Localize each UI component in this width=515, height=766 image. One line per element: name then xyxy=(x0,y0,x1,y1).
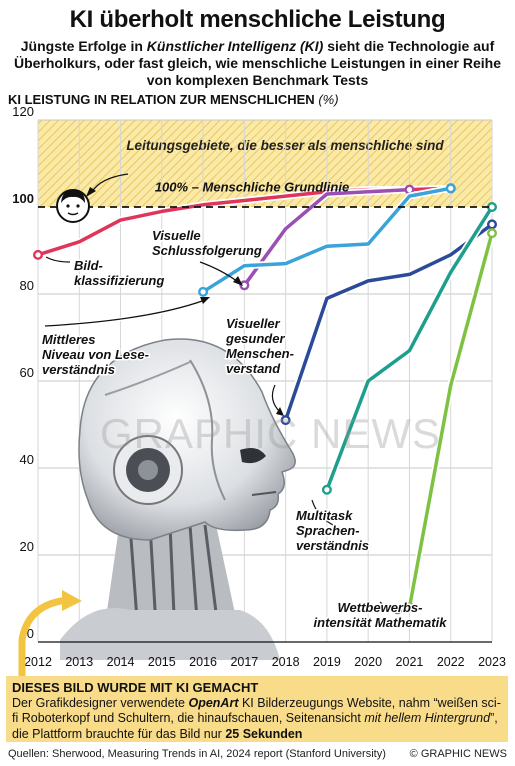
annotations xyxy=(44,173,403,615)
series-label-0: Bild-klassifizierung xyxy=(74,258,164,288)
series-line-3 xyxy=(283,222,494,422)
ai-text-4: ”, die Plattform brauchte für das Bild n… xyxy=(12,711,498,741)
x-tick-label: 2016 xyxy=(189,655,217,669)
series-label-line: Mittleres xyxy=(42,332,95,347)
x-tick-label: 2015 xyxy=(148,655,176,669)
series-end-marker-5 xyxy=(487,228,498,239)
y-tick-label: 20 xyxy=(20,539,34,554)
series-start-marker-5 xyxy=(404,602,415,613)
chart-label: KI LEISTUNG IN RELATION ZUR MENSCHLICHEN… xyxy=(8,92,339,107)
ai-text-2: KI Bilderzeugungs Website, nahm “weißen … xyxy=(12,695,501,726)
ai-info-box: DIESES BILD WURDE MIT KI GEMACHT Der Gra… xyxy=(6,676,508,742)
series-label-line: Visueller xyxy=(226,316,281,331)
series-start-marker-1 xyxy=(239,280,250,291)
series-label-line: Bild- xyxy=(74,258,103,273)
y-tick-label: 0 xyxy=(27,626,34,641)
series-label-line: Menschen- xyxy=(226,346,294,361)
x-tick-label: 2014 xyxy=(107,655,135,669)
subtitle: Jüngste Erfolge in Künstlicher Intellige… xyxy=(10,38,505,89)
chart-label-unit: (%) xyxy=(318,92,339,107)
series-line-5 xyxy=(407,231,494,609)
series-label-3: Visueller gesunder Menschen-verstand xyxy=(225,316,294,376)
series-label-line: Multitask xyxy=(296,508,353,523)
series-label-line: Niveau von Lese- xyxy=(42,347,149,362)
series-end-marker-3 xyxy=(487,219,498,230)
series-label-5: Wettbewerbs-intensität Mathematik xyxy=(314,600,448,630)
page-title: KI überholt menschliche Leistung xyxy=(69,6,446,33)
ai-info-heading: DIESES BILD WURDE MIT KI GEMACHT xyxy=(12,680,259,695)
series-start-marker-2 xyxy=(198,286,209,297)
series-end-marker-2 xyxy=(445,183,456,194)
chart-label-main: KI LEISTUNG IN RELATION ZUR MENSCHLICHEN xyxy=(8,92,315,107)
series-line-1 xyxy=(242,187,412,288)
x-tick-label: 2013 xyxy=(65,655,93,669)
x-tick-label: 2019 xyxy=(313,655,341,669)
openart-name: OpenArt xyxy=(188,695,239,710)
series-label-line: Schlussfolgerung xyxy=(152,243,262,258)
human-baseline: 100% – Menschliche Grundlinie xyxy=(38,180,492,208)
copyright: © GRAPHIC NEWS xyxy=(409,748,507,760)
series-label-line: verständnis xyxy=(296,538,369,553)
arrow-head xyxy=(62,590,82,611)
ai-info-text: Der Grafikdesigner verwendete OpenArt KI… xyxy=(12,696,502,743)
series-label-line: Wettbewerbs- xyxy=(338,600,423,615)
ai-text-5: 25 Sekunden xyxy=(225,726,303,741)
series-line-2 xyxy=(201,186,453,294)
series-label-1: Visuelle Schlussfolgerung xyxy=(152,228,262,258)
ai-text-3: mit hellem Hintergrund xyxy=(364,711,491,725)
y-tick-label: 120 xyxy=(12,104,34,119)
series-start-marker-0 xyxy=(33,249,44,260)
series-lines xyxy=(33,183,498,613)
chart: Leitungsgebiete, die besser als menschli… xyxy=(12,104,506,676)
axes: 0 20 40 60 80 100 120 2012 2013 2014 2015 2016 2017 2… xyxy=(12,104,506,669)
series-start-marker-4 xyxy=(321,484,332,495)
series-label-line: klassifizierung xyxy=(74,273,164,288)
human-face-icon xyxy=(56,189,90,223)
subtitle-part2: sieht die Technologie auf Überholkurs, o… xyxy=(13,38,501,88)
x-tick-label: 2017 xyxy=(230,655,258,669)
y-tick-label: 100 xyxy=(12,191,34,206)
y-tick-label: 80 xyxy=(20,278,34,293)
series-label-line: gesunder xyxy=(225,331,285,346)
x-tick-label: 2020 xyxy=(354,655,382,669)
arrow-into-footer xyxy=(18,596,69,676)
series-label-line: Sprachen- xyxy=(296,523,360,538)
subtitle-emphasis: Künstlicher Intelligenz (KI) xyxy=(146,38,324,54)
series-label-line: intensität Mathematik xyxy=(314,615,448,630)
y-tick-label: 40 xyxy=(20,452,34,467)
x-tick-label: 2012 xyxy=(24,655,52,669)
series-label-2: Mittleres Niveau von Lese-verständnis xyxy=(42,332,149,377)
series-label-line: Visuelle xyxy=(152,228,201,243)
x-tick-label: 2018 xyxy=(272,655,300,669)
x-tick-label: 2023 xyxy=(478,655,506,669)
baseline-label: 100% – Menschliche Grundlinie xyxy=(155,180,349,195)
x-tick-label: 2021 xyxy=(396,655,424,669)
series-line-4 xyxy=(325,205,494,492)
y-tick-label: 60 xyxy=(20,365,34,380)
ai-text-1: Der Grafikdesigner verwendete xyxy=(12,695,189,710)
series-label-line: verständnis xyxy=(42,362,115,377)
x-tick-label: 2022 xyxy=(437,655,465,669)
series-label-4: Multitask Sprachen-verständnis xyxy=(296,508,369,553)
subtitle-part1: Jüngste Erfolge in xyxy=(20,38,147,54)
sources: Quellen: Sherwood, Measuring Trends in A… xyxy=(8,748,386,760)
series-start-marker-3 xyxy=(280,415,291,426)
series-label-line: verstand xyxy=(226,361,281,376)
robot-illustration xyxy=(60,338,296,661)
